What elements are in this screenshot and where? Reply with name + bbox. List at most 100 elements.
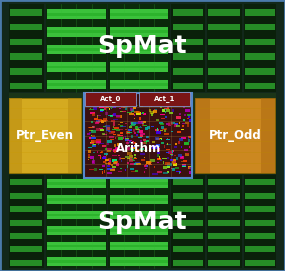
Bar xyxy=(187,118,190,120)
Bar xyxy=(125,139,129,141)
Bar xyxy=(160,138,162,140)
Bar xyxy=(101,120,106,121)
Bar xyxy=(139,149,143,150)
Bar xyxy=(156,131,161,134)
Bar xyxy=(116,129,120,131)
Bar xyxy=(207,175,242,268)
Bar xyxy=(173,94,177,97)
Bar xyxy=(100,110,103,112)
Bar xyxy=(94,140,96,143)
Bar xyxy=(118,171,122,172)
Bar xyxy=(110,169,115,171)
Bar xyxy=(140,147,144,150)
Bar xyxy=(92,96,97,98)
Bar xyxy=(160,106,162,108)
Bar xyxy=(93,151,95,153)
Bar xyxy=(130,147,134,150)
Bar xyxy=(177,131,181,133)
Bar xyxy=(109,182,168,185)
Bar xyxy=(138,121,142,124)
Bar xyxy=(103,126,106,127)
Bar xyxy=(171,102,176,104)
Bar xyxy=(100,128,104,131)
Bar xyxy=(91,137,96,140)
Bar xyxy=(176,116,181,119)
Bar xyxy=(123,105,125,108)
Bar xyxy=(92,126,94,128)
Bar xyxy=(47,211,106,219)
Bar xyxy=(184,101,187,103)
Bar xyxy=(208,246,241,252)
Bar xyxy=(111,120,115,122)
Bar xyxy=(151,113,152,116)
Bar xyxy=(47,195,106,204)
Bar xyxy=(118,155,120,156)
Bar xyxy=(109,27,168,37)
Bar xyxy=(188,139,190,143)
Bar xyxy=(106,107,109,108)
Bar xyxy=(173,179,203,185)
Bar xyxy=(181,95,184,98)
Bar xyxy=(189,119,193,122)
Bar xyxy=(184,143,188,145)
Bar xyxy=(186,100,188,104)
Bar xyxy=(245,220,275,225)
Bar xyxy=(116,115,120,117)
Bar xyxy=(162,109,166,112)
Bar xyxy=(120,131,123,134)
Bar xyxy=(103,156,106,159)
Bar xyxy=(181,146,182,148)
Bar xyxy=(91,140,92,142)
Bar xyxy=(179,171,181,173)
Bar xyxy=(107,102,108,103)
Bar xyxy=(157,154,159,157)
Bar xyxy=(134,114,135,115)
Bar xyxy=(134,154,136,156)
Bar xyxy=(113,149,117,152)
Bar xyxy=(47,80,106,89)
Bar xyxy=(133,146,136,148)
Bar xyxy=(184,114,186,116)
Bar xyxy=(88,147,92,149)
Bar xyxy=(176,157,178,160)
Bar xyxy=(140,133,145,135)
Bar xyxy=(108,131,111,133)
Bar xyxy=(10,53,42,60)
Bar xyxy=(208,220,241,225)
Bar xyxy=(9,98,81,173)
Bar xyxy=(130,168,134,170)
Bar xyxy=(125,123,127,124)
Bar xyxy=(109,80,168,89)
Bar xyxy=(102,165,105,167)
Bar xyxy=(148,162,151,165)
Bar xyxy=(132,148,134,151)
Bar xyxy=(150,111,154,114)
Bar xyxy=(125,138,129,141)
Bar xyxy=(118,135,123,136)
Bar xyxy=(112,168,115,170)
Bar xyxy=(47,182,106,185)
Bar xyxy=(88,154,90,157)
Bar xyxy=(130,157,132,160)
Bar xyxy=(10,24,42,30)
Bar xyxy=(173,233,203,239)
Bar xyxy=(108,115,113,116)
Bar xyxy=(207,4,242,92)
Bar xyxy=(134,157,135,158)
Bar xyxy=(129,159,133,162)
Bar xyxy=(47,62,106,72)
Bar xyxy=(146,140,149,141)
Bar xyxy=(145,127,148,130)
Bar xyxy=(47,179,106,188)
Bar xyxy=(141,121,146,123)
Bar xyxy=(10,246,42,252)
Bar xyxy=(133,122,138,124)
Bar xyxy=(109,106,112,107)
Bar xyxy=(141,101,142,103)
Bar xyxy=(91,140,94,143)
Bar xyxy=(187,114,192,116)
Bar xyxy=(108,100,113,101)
Bar xyxy=(136,163,141,164)
Bar xyxy=(10,68,42,75)
Bar xyxy=(134,142,136,144)
